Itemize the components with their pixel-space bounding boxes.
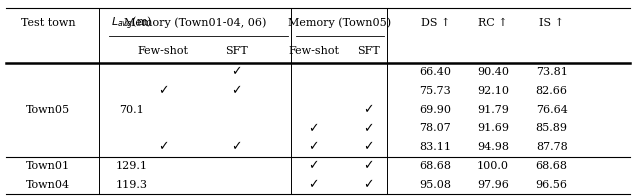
Text: 100.0: 100.0 — [477, 161, 509, 171]
Text: 75.73: 75.73 — [419, 86, 451, 96]
Text: Town01: Town01 — [26, 161, 70, 171]
Text: 94.98: 94.98 — [477, 142, 509, 152]
Text: ✓: ✓ — [363, 159, 373, 172]
Text: 68.68: 68.68 — [419, 161, 451, 171]
Text: ✓: ✓ — [308, 159, 319, 172]
Text: 91.79: 91.79 — [477, 105, 509, 115]
Text: Few-shot: Few-shot — [288, 46, 339, 56]
Text: 66.40: 66.40 — [419, 67, 451, 77]
Text: ✓: ✓ — [232, 66, 242, 79]
Text: 85.89: 85.89 — [536, 123, 568, 133]
Text: 129.1: 129.1 — [115, 161, 147, 171]
Text: ✓: ✓ — [308, 178, 319, 191]
Text: 83.11: 83.11 — [419, 142, 451, 152]
Text: ✓: ✓ — [363, 141, 373, 154]
Text: 78.07: 78.07 — [419, 123, 451, 133]
Text: 95.08: 95.08 — [419, 180, 451, 190]
Text: 69.90: 69.90 — [419, 105, 451, 115]
Text: 96.56: 96.56 — [536, 180, 568, 190]
Text: 87.78: 87.78 — [536, 142, 568, 152]
Text: Memory (Town01-04, 06): Memory (Town01-04, 06) — [124, 18, 266, 28]
Text: IS ↑: IS ↑ — [539, 18, 564, 28]
Text: ✓: ✓ — [158, 141, 168, 154]
Text: ✓: ✓ — [158, 84, 168, 97]
Text: 90.40: 90.40 — [477, 67, 509, 77]
Text: ✓: ✓ — [232, 141, 242, 154]
Text: ✓: ✓ — [363, 103, 373, 116]
Text: 70.1: 70.1 — [119, 105, 143, 115]
Text: 91.69: 91.69 — [477, 123, 509, 133]
Text: 119.3: 119.3 — [115, 180, 147, 190]
Text: Memory (Town05): Memory (Town05) — [287, 18, 391, 28]
Text: 97.96: 97.96 — [477, 180, 509, 190]
Text: Few-shot: Few-shot — [138, 46, 189, 56]
Text: SFT: SFT — [225, 46, 248, 56]
Text: $L_{avg}$(m): $L_{avg}$(m) — [111, 15, 152, 32]
Text: Town04: Town04 — [26, 180, 70, 190]
Text: 73.81: 73.81 — [536, 67, 568, 77]
Text: SFT: SFT — [356, 46, 380, 56]
Text: 68.68: 68.68 — [536, 161, 568, 171]
Text: ✓: ✓ — [363, 122, 373, 135]
Text: 92.10: 92.10 — [477, 86, 509, 96]
Text: 82.66: 82.66 — [536, 86, 568, 96]
Text: ✓: ✓ — [308, 122, 319, 135]
Text: Town05: Town05 — [26, 105, 70, 115]
Text: 76.64: 76.64 — [536, 105, 568, 115]
Text: ✓: ✓ — [308, 141, 319, 154]
Text: ✓: ✓ — [232, 84, 242, 97]
Text: RC ↑: RC ↑ — [478, 18, 508, 28]
Text: Test town: Test town — [20, 18, 76, 28]
Text: DS ↑: DS ↑ — [420, 18, 450, 28]
Text: ✓: ✓ — [363, 178, 373, 191]
